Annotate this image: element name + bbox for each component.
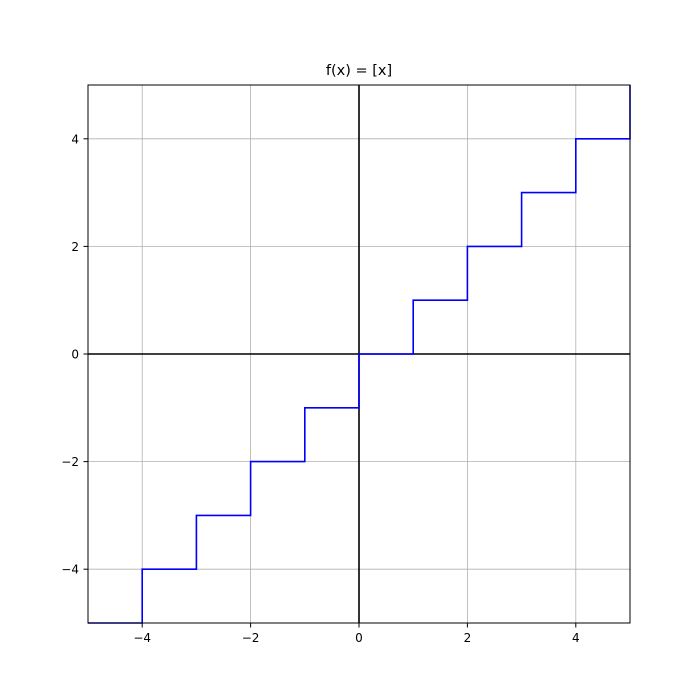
- ticks: −4 −2 0 2 4 −4 −2 0 2 4: [61, 132, 579, 645]
- y-tick-label: 0: [71, 348, 79, 362]
- x-tick-label: 0: [355, 631, 363, 645]
- series: [88, 85, 631, 624]
- x-tick-label: 2: [464, 631, 472, 645]
- y-tick-label: −4: [61, 563, 79, 577]
- y-tick-label: 4: [71, 132, 79, 146]
- chart-title: f(x) = [x]: [326, 63, 392, 79]
- y-tick-label: −2: [61, 455, 79, 469]
- y-tick-label: 2: [71, 240, 79, 254]
- x-tick-label: −2: [242, 631, 260, 645]
- x-tick-label: 4: [572, 631, 580, 645]
- x-tick-label: −4: [133, 631, 151, 645]
- step-series-line: [88, 85, 631, 624]
